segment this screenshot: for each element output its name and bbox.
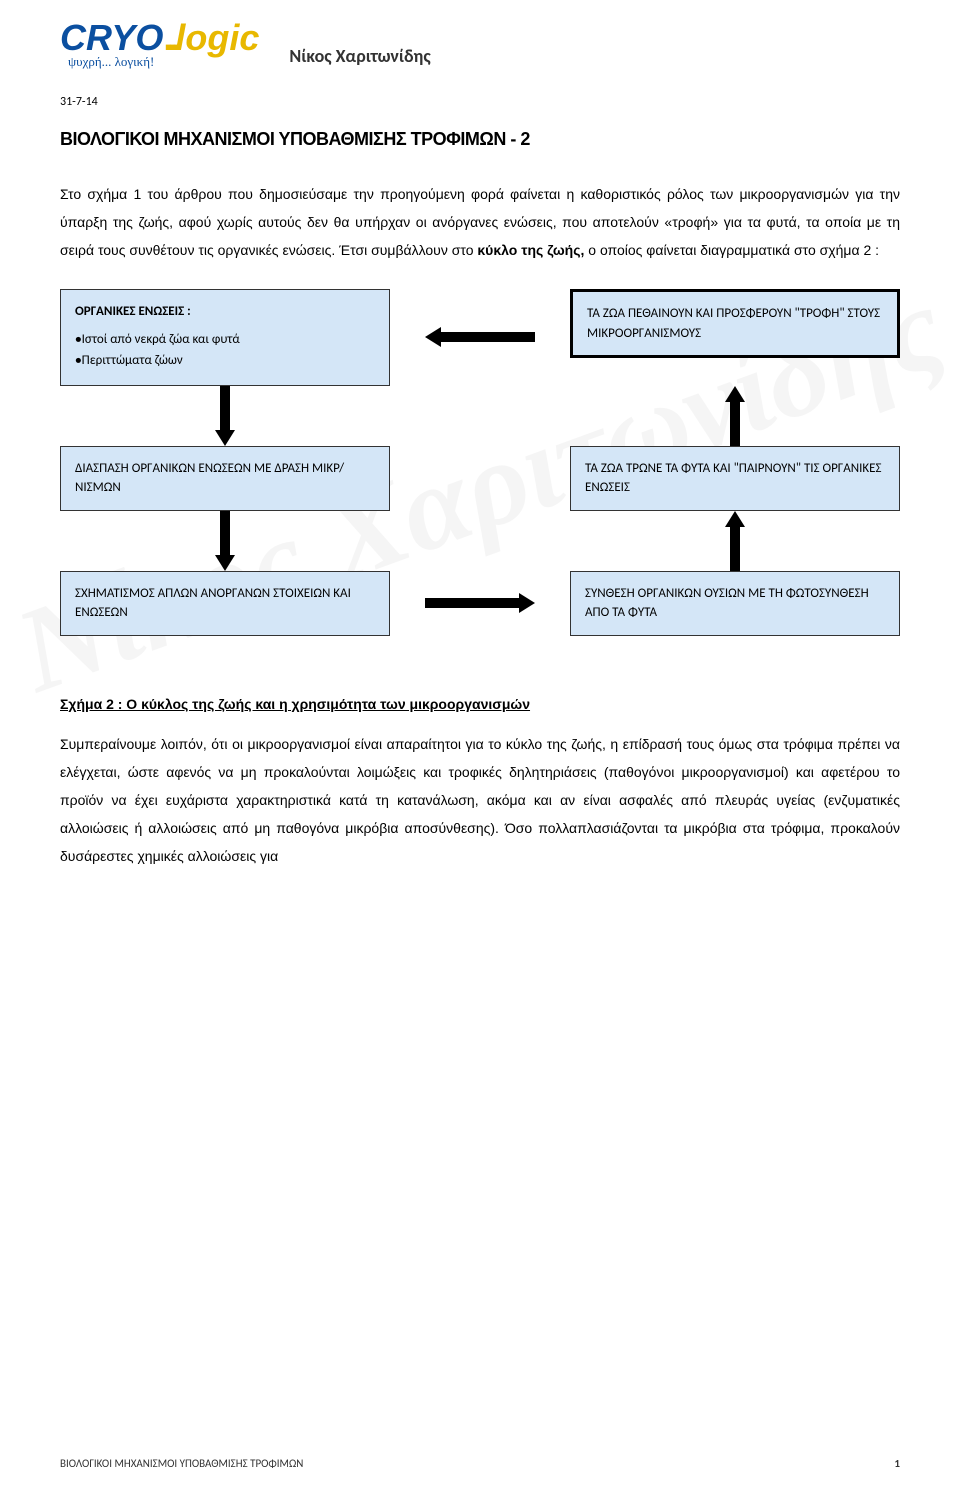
figure-caption: Σχήμα 2 : Ο κύκλος της ζωής και η χρησιμ… bbox=[60, 696, 900, 712]
flow-row-1: ΟΡΓΑΝΙΚΕΣ ΕΝΩΣΕΙΣ : ●Ιστοί από νεκρά ζώα… bbox=[60, 289, 900, 386]
conclusion-paragraph: Συμπεραίνουμε λοιπόν, ότι οι μικροοργανι… bbox=[60, 730, 900, 870]
intro-bold: κύκλο της ζωής, bbox=[477, 242, 584, 258]
page-title: ΒΙΟΛΟΓΙΚΟΙ ΜΗΧΑΝΙΣΜΟΙ ΥΠΟΒΑΘΜΙΣΗΣ ΤΡΟΦΙΜ… bbox=[60, 129, 900, 150]
footer-text: ΒΙΟΛΟΓΙΚΟΙ ΜΗΧΑΝΙΣΜΟΙ ΥΠΟΒΑΘΜΙΣΗΣ ΤΡΟΦΙΜ… bbox=[60, 1457, 303, 1470]
flow-row-3: ΣΧΗΜΑΤΙΣΜΟΣ ΑΠΛΩΝ ΑΝΟΡΓΑΝΩΝ ΣΤΟΙΧΕΙΩΝ ΚΑ… bbox=[60, 571, 900, 636]
arrow-left-icon bbox=[425, 327, 535, 347]
flow-row-2: ΔΙΑΣΠΑΣΗ ΟΡΓΑΝΙΚΩΝ ΕΝΩΣΕΩΝ ΜΕ ΔΡΑΣΗ ΜΙΚΡ… bbox=[60, 446, 900, 511]
box-breakdown: ΔΙΑΣΠΑΣΗ ΟΡΓΑΝΙΚΩΝ ΕΝΩΣΕΩΝ ΜΕ ΔΡΑΣΗ ΜΙΚΡ… bbox=[60, 446, 390, 511]
logo-part1: CRYO bbox=[60, 17, 163, 58]
bullet-line: ●Ιστοί από νεκρά ζώα και φυτά bbox=[75, 330, 375, 350]
box-animals-die: ΤΑ ΖΩΑ ΠΕΘΑΙΝΟΥΝ ΚΑΙ ΠΡΟΣΦΕΡΟΥΝ "ΤΡΟΦΗ" … bbox=[570, 289, 900, 358]
arrow-up-icon bbox=[725, 386, 745, 446]
flowchart: ΟΡΓΑΝΙΚΕΣ ΕΝΩΣΕΙΣ : ●Ιστοί από νεκρά ζώα… bbox=[60, 289, 900, 636]
logo-dots: ... bbox=[163, 17, 175, 58]
bullet-text: Περιττώματα ζώων bbox=[82, 353, 183, 368]
intro-paragraph: Στο σχήμα 1 του άρθρου που δημοσιεύσαμε … bbox=[60, 180, 900, 264]
date: 31-7-14 bbox=[60, 95, 900, 109]
arrow-up-icon bbox=[725, 511, 745, 571]
box-inorganic: ΣΧΗΜΑΤΙΣΜΟΣ ΑΠΛΩΝ ΑΝΟΡΓΑΝΩΝ ΣΤΟΙΧΕΙΩΝ ΚΑ… bbox=[60, 571, 390, 636]
arrow-right-icon bbox=[425, 593, 535, 613]
box-animals-eat: ΤΑ ΖΩΑ ΤΡΩΝΕ ΤΑ ΦΥΤΑ ΚΑΙ "ΠΑΙΡΝΟΥΝ" ΤΙΣ … bbox=[570, 446, 900, 511]
footer: ΒΙΟΛΟΓΙΚΟΙ ΜΗΧΑΝΙΣΜΟΙ ΥΠΟΒΑΘΜΙΣΗΣ ΤΡΟΦΙΜ… bbox=[60, 1457, 900, 1470]
logo: CRYO...logic bbox=[60, 20, 259, 56]
tagline: ψυχρή... λογική! bbox=[68, 54, 259, 70]
bullet-text: Ιστοί από νεκρά ζώα και φυτά bbox=[82, 332, 240, 347]
logo-part2: logic bbox=[175, 17, 259, 58]
bullet-line: ●Περιττώματα ζώων bbox=[75, 351, 375, 371]
box-photosynthesis: ΣΥΝΘΕΣΗ ΟΡΓΑΝΙΚΩΝ ΟΥΣΙΩΝ ΜΕ ΤΗ ΦΩΤΟΣΥΝΘΕ… bbox=[570, 571, 900, 636]
arrow-down-icon bbox=[215, 511, 235, 571]
page-number: 1 bbox=[894, 1457, 900, 1470]
logo-block: CRYO...logic ψυχρή... λογική! bbox=[60, 20, 259, 70]
box-organic-compounds: ΟΡΓΑΝΙΚΕΣ ΕΝΩΣΕΙΣ : ●Ιστοί από νεκρά ζώα… bbox=[60, 289, 390, 386]
box-title: ΟΡΓΑΝΙΚΕΣ ΕΝΩΣΕΙΣ : bbox=[75, 302, 375, 322]
arrow-down-icon bbox=[215, 386, 235, 446]
author-name: Νίκος Χαριτωνίδης bbox=[289, 45, 430, 67]
letterhead: CRYO...logic ψυχρή... λογική! Νίκος Χαρι… bbox=[60, 20, 900, 70]
